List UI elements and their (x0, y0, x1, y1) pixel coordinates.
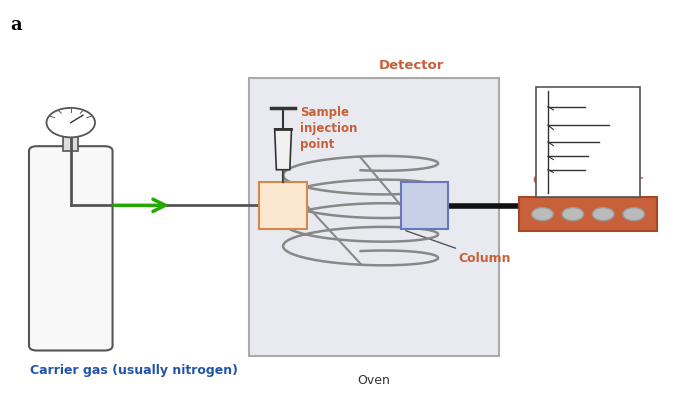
Text: Detector: Detector (379, 58, 443, 72)
Circle shape (532, 208, 553, 221)
Bar (401, 182, 448, 229)
Circle shape (623, 208, 644, 221)
Bar (249, 78, 499, 356)
Bar (536, 87, 640, 197)
Bar (259, 182, 307, 229)
Bar (63, 135, 78, 151)
Circle shape (592, 208, 614, 221)
Circle shape (562, 208, 584, 221)
Circle shape (47, 108, 95, 137)
Text: Oven: Oven (358, 374, 390, 387)
FancyBboxPatch shape (29, 146, 113, 351)
Bar (519, 197, 657, 231)
Text: Chart recorder: Chart recorder (533, 174, 643, 187)
Polygon shape (275, 129, 292, 170)
Text: a: a (10, 16, 22, 34)
Text: Column: Column (406, 231, 511, 265)
Text: Sample
injection
point: Sample injection point (300, 106, 357, 151)
Text: Carrier gas (usually nitrogen): Carrier gas (usually nitrogen) (30, 364, 239, 377)
